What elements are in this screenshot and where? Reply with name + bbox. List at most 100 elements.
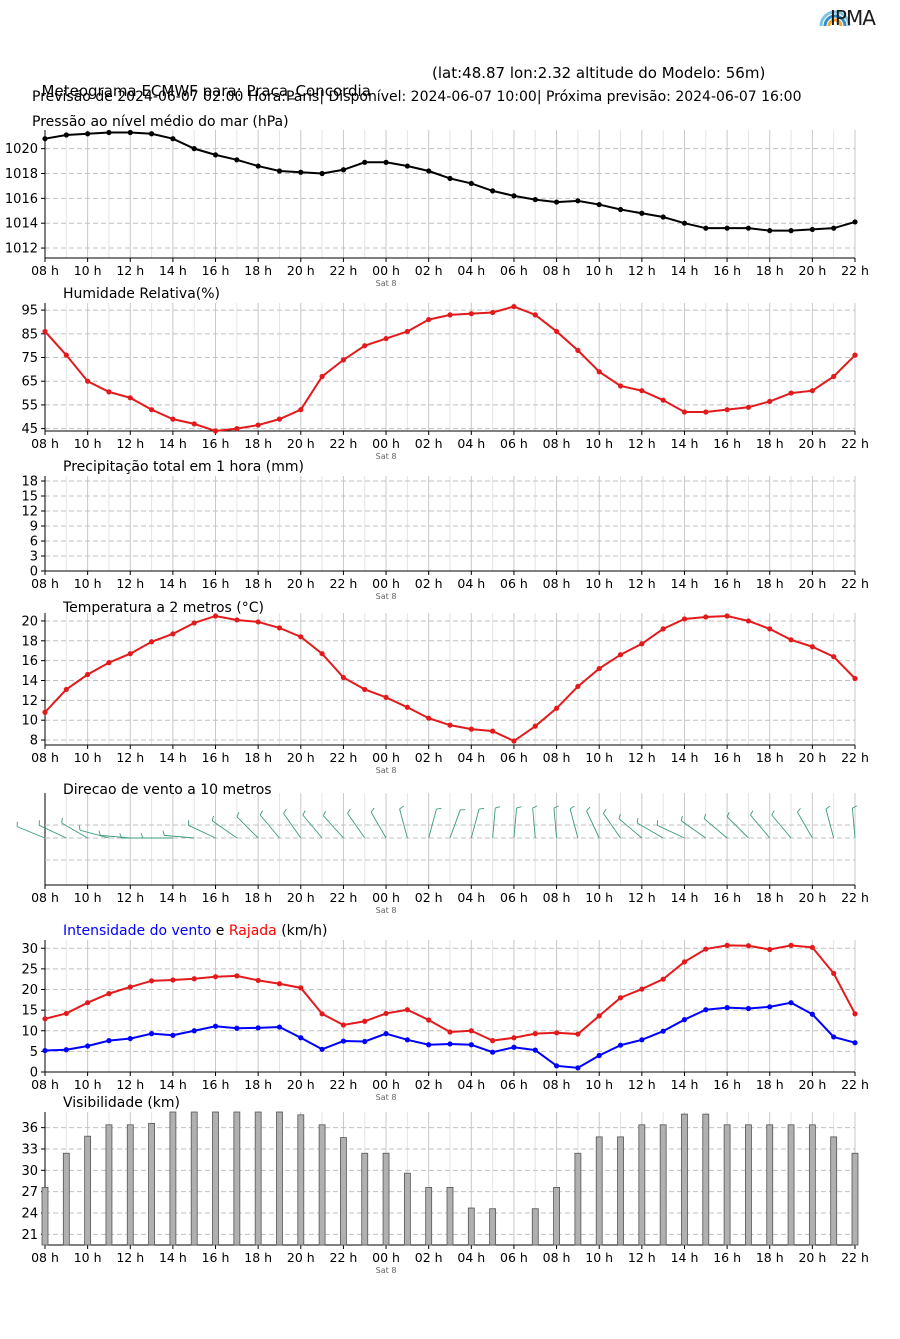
data-point — [234, 1025, 240, 1031]
data-point — [767, 626, 773, 632]
x-tick-label: 12 h — [628, 1077, 656, 1092]
wind-barb — [602, 813, 621, 839]
data-point — [191, 1028, 197, 1034]
wind-barb — [470, 808, 480, 839]
wind-barb — [851, 808, 856, 839]
panel-visibility: 21 24 27 30 33 36 08 h 10 h 12 h 14 h 16 h 18 h 20 h… — [21, 1095, 868, 1275]
wind-barb-feather — [211, 815, 214, 821]
y-tick-label: 20 — [21, 614, 38, 629]
visibility-bar — [41, 1186, 49, 1246]
x-tick-label: 22 h — [330, 890, 358, 905]
data-point — [212, 152, 219, 158]
y-tick-label: 12 — [21, 694, 38, 709]
data-point — [255, 163, 261, 169]
x-tick-label: 16 h — [202, 890, 230, 905]
wind-barb — [726, 816, 749, 839]
data-point — [170, 1032, 176, 1038]
wind-barb-feather — [302, 810, 306, 816]
data-point — [788, 1000, 794, 1006]
data-point — [681, 616, 688, 622]
x-tick-label: 02 h — [415, 750, 443, 765]
visibility-bar — [84, 1135, 92, 1246]
y-tick-label: 20 — [21, 983, 38, 998]
x-tick-label: 14 h — [159, 263, 187, 278]
data-point — [127, 984, 133, 990]
visibility-bar — [766, 1124, 774, 1246]
y-tick-label: 25 — [21, 962, 38, 977]
data-point — [511, 193, 517, 199]
data-point — [404, 328, 410, 335]
wind-barb — [703, 818, 728, 839]
day-label: Sat 8 — [376, 279, 397, 288]
y-tick-label: 15 — [21, 1004, 38, 1019]
wind-barb — [680, 820, 707, 839]
x-tick-label: 12 h — [116, 576, 144, 591]
data-point — [681, 959, 688, 965]
x-tick-label: 12 h — [628, 1250, 656, 1265]
data-point — [724, 1005, 730, 1011]
data-point — [532, 1047, 538, 1053]
y-tick-label: 75 — [21, 351, 38, 366]
x-tick-label: 10 h — [74, 750, 102, 765]
x-tick-label: 08 h — [31, 750, 59, 765]
data-point — [106, 660, 112, 666]
y-tick-label: 12 — [21, 505, 38, 520]
y-tick-label: 0 — [30, 565, 38, 580]
y-tick-label: 65 — [21, 375, 38, 390]
data-point — [383, 159, 389, 165]
wind-barb-feather — [771, 810, 775, 816]
data-point — [340, 674, 347, 681]
data-point — [234, 617, 240, 623]
data-point — [617, 995, 624, 1001]
data-point — [319, 373, 325, 380]
x-tick-label: 14 h — [671, 1077, 699, 1092]
x-tick-label: 10 h — [585, 1250, 613, 1265]
data-point — [490, 1049, 496, 1055]
wind-barb-feather — [680, 815, 683, 821]
data-point — [596, 1013, 602, 1019]
visibility-bar — [233, 1111, 241, 1246]
x-tick-label: 20 h — [287, 890, 315, 905]
model-coords: (lat:48.87 lon:2.32 altitude do Modelo: … — [432, 64, 766, 82]
x-tick-label: 12 h — [628, 750, 656, 765]
data-point — [319, 651, 325, 657]
data-point — [809, 226, 815, 233]
data-point — [468, 180, 474, 187]
data-point — [596, 369, 602, 375]
data-point — [85, 131, 91, 137]
data-point — [767, 398, 773, 404]
visibility-bar — [297, 1114, 305, 1246]
data-point — [724, 225, 730, 231]
x-tick-label: 20 h — [798, 576, 826, 591]
data-point — [362, 1038, 368, 1045]
panel-title-part: Rajada — [229, 923, 277, 939]
x-tick-label: 04 h — [457, 576, 485, 591]
data-point — [660, 214, 666, 220]
day-label: Sat 8 — [376, 1093, 397, 1102]
wind-barb — [259, 814, 280, 839]
y-tick-label: 3 — [30, 550, 38, 565]
wind-barb-feather — [140, 833, 144, 839]
data-point — [340, 357, 347, 363]
x-tick-label: 08 h — [543, 263, 571, 278]
data-point — [383, 335, 389, 342]
data-point — [660, 626, 666, 632]
x-tick-label: 16 h — [713, 1077, 741, 1092]
data-point — [490, 1038, 496, 1044]
y-tick-label: 1012 — [5, 242, 38, 257]
data-point — [468, 726, 474, 732]
data-point — [553, 1030, 560, 1036]
data-point — [468, 1042, 474, 1048]
data-point — [148, 639, 155, 645]
data-point — [404, 1037, 410, 1043]
visibility-bar — [489, 1208, 497, 1246]
x-tick-label: 14 h — [159, 436, 187, 451]
x-tick-label: 22 h — [841, 576, 869, 591]
x-tick-label: 20 h — [287, 576, 315, 591]
data-point — [511, 1044, 517, 1050]
data-point — [745, 943, 752, 949]
visibility-bar — [595, 1136, 603, 1246]
data-point — [106, 991, 112, 997]
x-tick-label: 10 h — [585, 890, 613, 905]
x-tick-label: 06 h — [500, 1077, 528, 1092]
